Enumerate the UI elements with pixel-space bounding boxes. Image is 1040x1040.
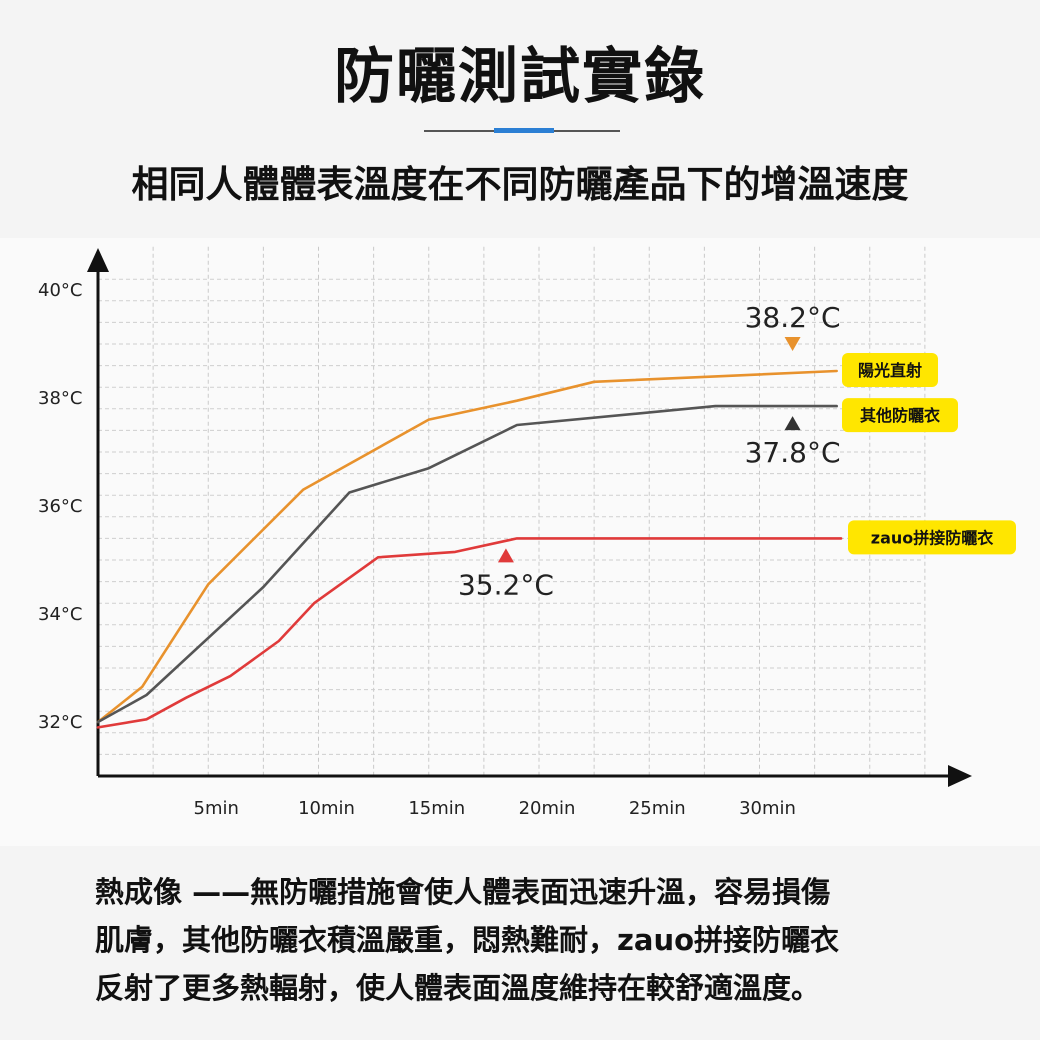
caption-line: 反射了更多熱輻射，使人體表面溫度維持在較舒適溫度。	[95, 971, 821, 1005]
x-tick-label: 5min	[194, 798, 239, 819]
y-tick-label: 32°C	[38, 712, 82, 733]
y-tick-label: 38°C	[38, 388, 82, 409]
y-tick-label: 34°C	[38, 604, 82, 625]
caption-line: 肌膚，其他防曬衣積溫嚴重，悶熱難耐，zauo拼接防曬衣	[95, 923, 840, 957]
x-tick-label: 20min	[519, 798, 576, 819]
x-tick-label: 10min	[298, 798, 355, 819]
legend-badge	[842, 353, 938, 387]
y-tick-label: 36°C	[38, 496, 82, 517]
marker-down-triangle-icon	[784, 337, 801, 351]
marker-up-triangle-icon	[497, 548, 514, 563]
legend-label: 其他防曬衣	[860, 406, 940, 425]
marker-up-triangle-icon	[784, 416, 801, 431]
annotation-label: 37.8°C	[745, 436, 841, 469]
y-tick-label: 40°C	[38, 280, 82, 301]
page-subtitle: 相同人體體表溫度在不同防曬產品下的增溫速度	[131, 163, 909, 206]
legend-label: 陽光直射	[858, 361, 922, 380]
temperature-line-chart: 32°C 34°C 36°C 38°C 40°C 5min 10min 15min 20min 2…	[38, 246, 1016, 819]
x-tick-label: 25min	[629, 798, 686, 819]
legend-badge	[848, 520, 1016, 555]
series-line	[96, 369, 838, 724]
legend-badge	[842, 398, 958, 433]
page-title: 防曬測試實錄	[334, 42, 706, 112]
caption-line: 熱成像 ——無防曬措施會使人體表面迅速升溫，容易損傷	[95, 875, 831, 909]
annotation-label: 38.2°C	[745, 301, 841, 334]
caption: 熱成像 ——無防曬措施會使人體表面迅速升溫，容易損傷 肌膚，其他防曬衣積溫嚴重，…	[95, 868, 955, 1012]
title-divider	[424, 128, 620, 133]
annotation-label: 35.2°C	[458, 568, 554, 601]
y-axis-arrow-icon	[87, 248, 109, 272]
x-tick-label: 30min	[739, 798, 796, 819]
series-line	[96, 404, 838, 724]
x-tick-label: 15min	[408, 798, 465, 819]
chart-panel: 32°C 34°C 36°C 38°C 40°C 5min 10min 15min 20min 2…	[0, 238, 1040, 846]
legend-label: zauo拼接防曬衣	[871, 528, 994, 547]
series-line	[96, 537, 843, 729]
x-axis-arrow-icon	[948, 765, 972, 787]
title-divider-accent	[494, 128, 554, 133]
